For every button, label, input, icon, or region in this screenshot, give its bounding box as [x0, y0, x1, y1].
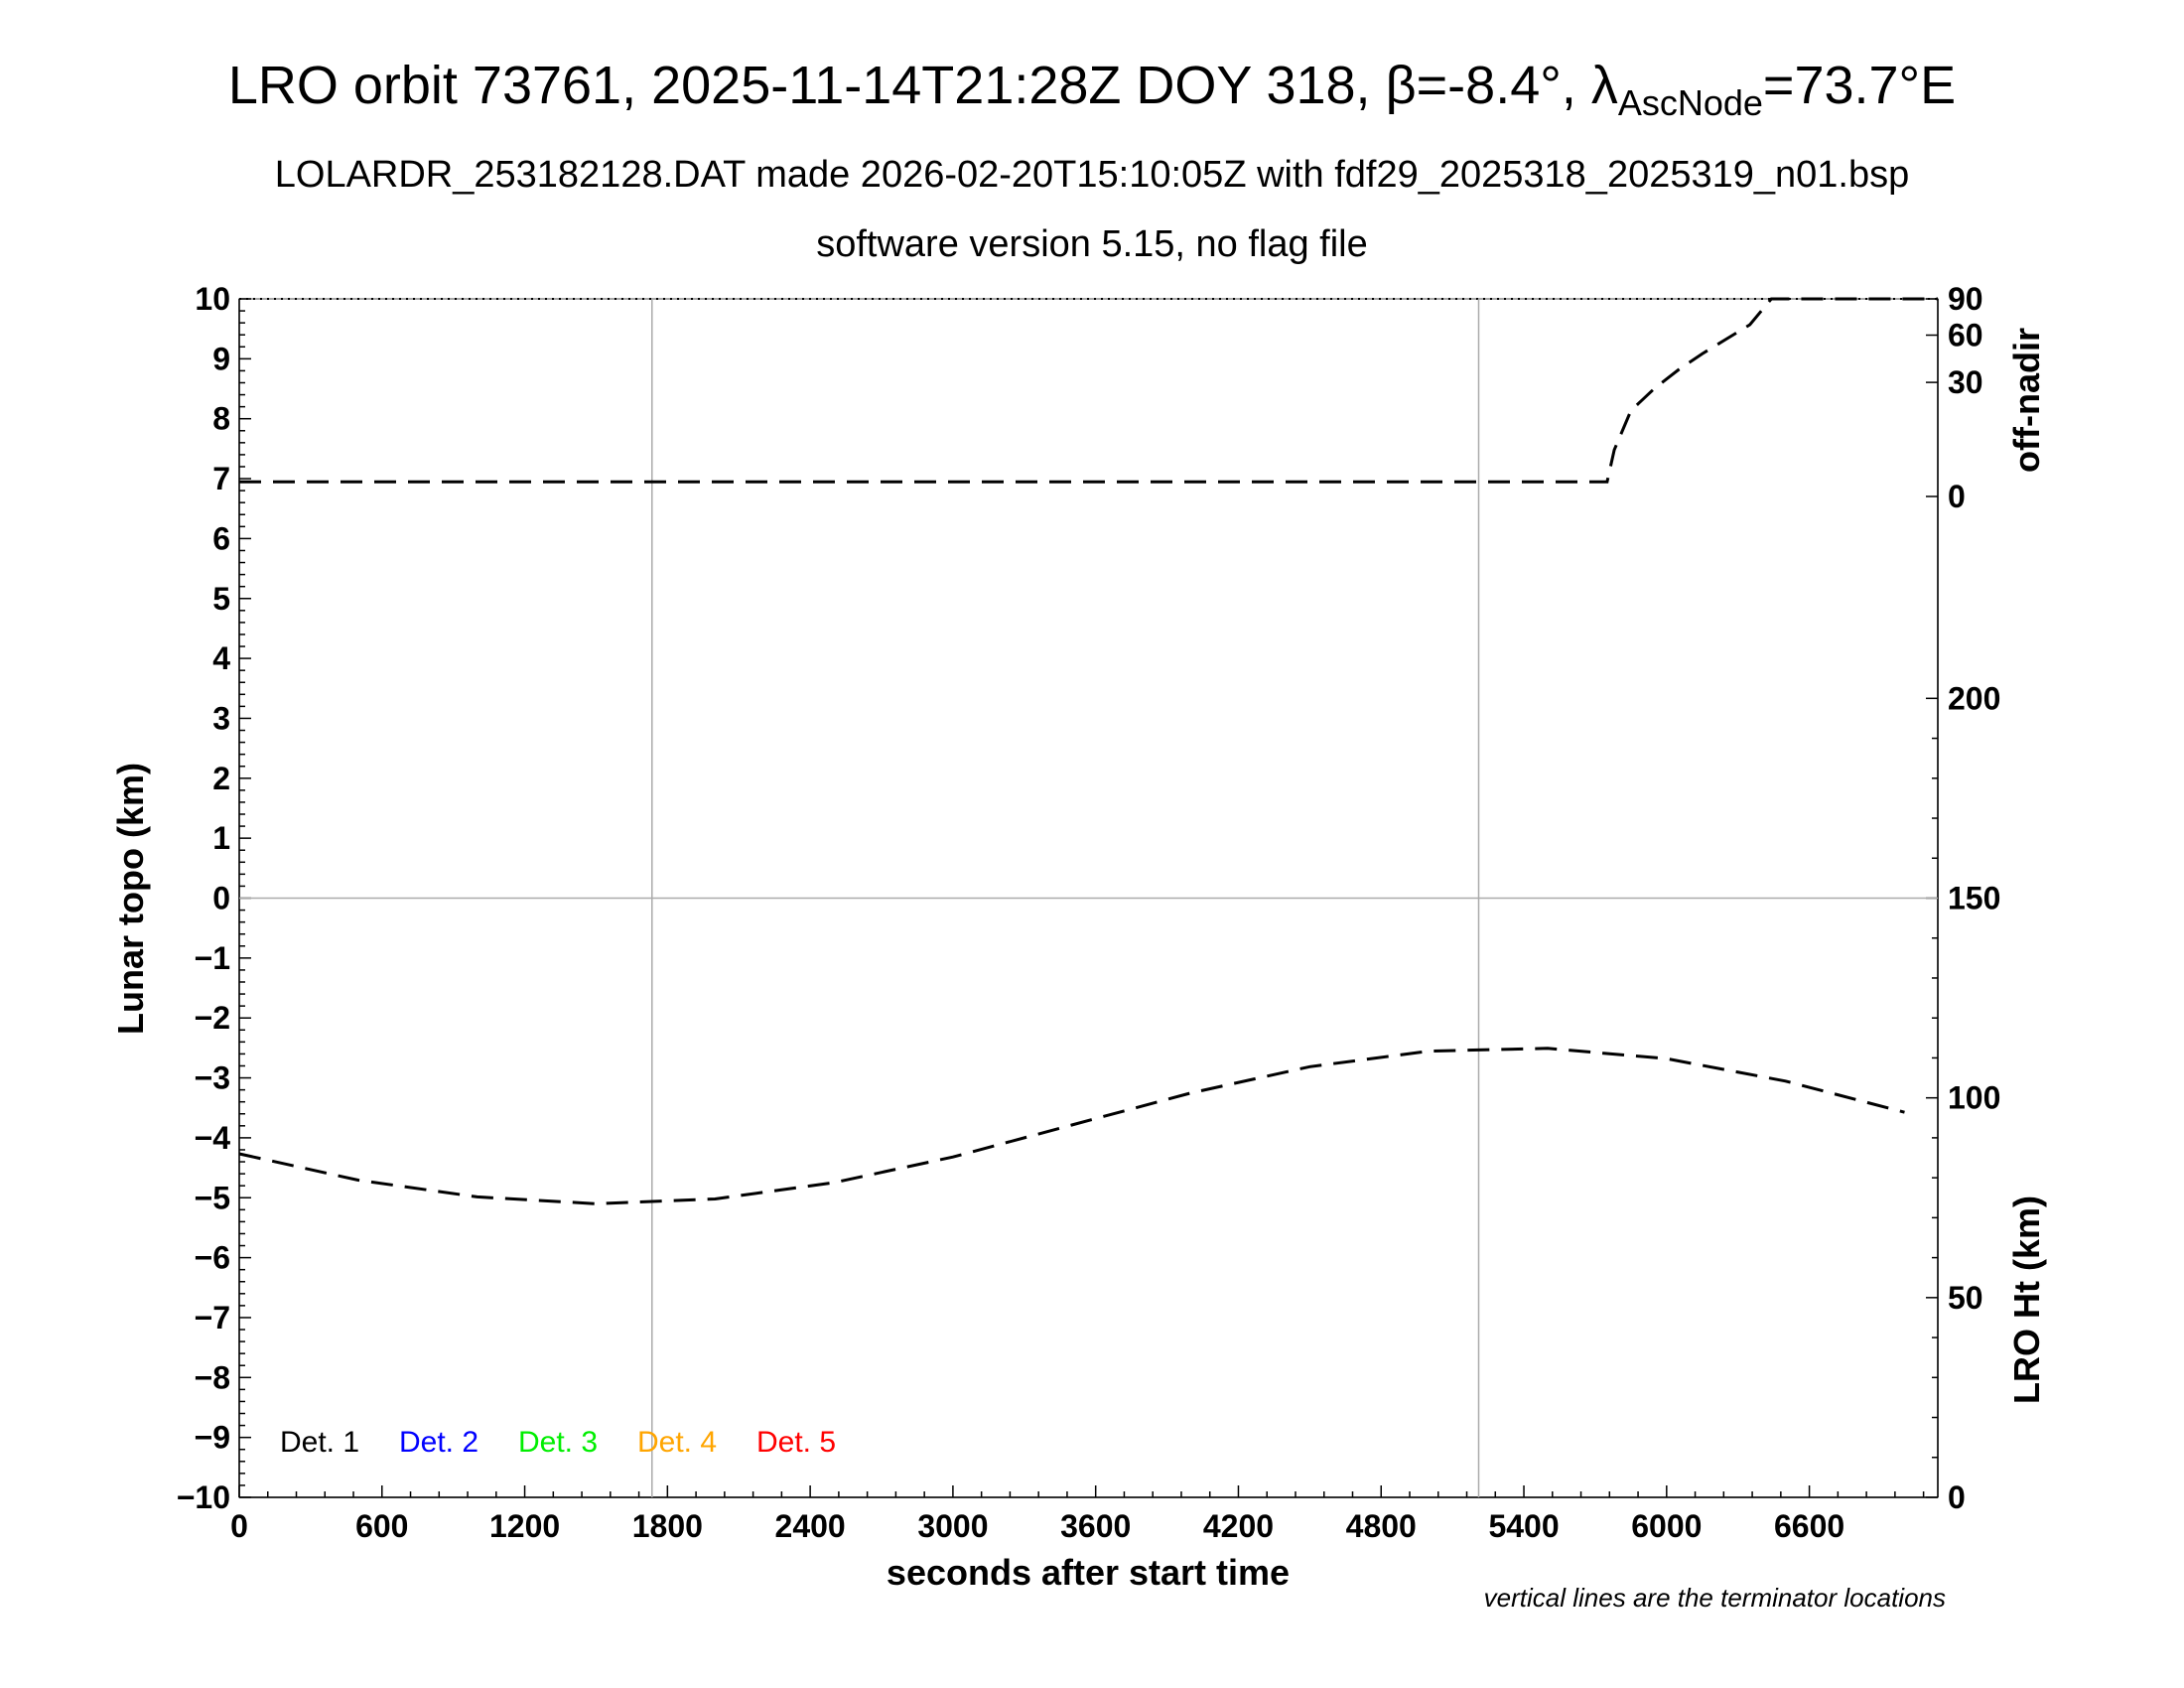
footnote: vertical lines are the terminator locati…: [1484, 1583, 1946, 1613]
legend-entry: Det. 1: [280, 1426, 359, 1459]
legend-entry: Det. 2: [399, 1426, 478, 1459]
off-nadir-tick-label: 60: [1948, 318, 1983, 353]
title-lambda-value: =73.7°E: [1763, 56, 1956, 115]
x-tick-label: 6000: [1631, 1508, 1702, 1544]
minor-ticks: [238, 298, 1938, 1498]
y-left-tick-label: 7: [212, 461, 230, 496]
x-tick-label: 3000: [917, 1508, 988, 1544]
y-left-axis-label: Lunar topo (km): [110, 763, 151, 1035]
title-beta-value: =-8.4°,: [1417, 56, 1591, 115]
y-left-tick-label: −2: [195, 1000, 230, 1036]
series-layer: [238, 297, 1938, 1205]
chart-subtitle: LOLARDR_253182128.DAT made 2026-02-20T15…: [275, 154, 1910, 196]
y-left-tick-label: −8: [195, 1359, 230, 1395]
x-tick-label: 4800: [1346, 1508, 1417, 1544]
x-tick-label: 4200: [1203, 1508, 1274, 1544]
y-left-tick-label: −9: [195, 1420, 230, 1456]
lro-height-tick-label: 200: [1948, 680, 2000, 716]
y-left-tick-label: −4: [195, 1120, 231, 1156]
y-left-tick-label: −10: [177, 1479, 230, 1515]
off-nadir-tick-label: 0: [1948, 479, 1966, 514]
off-nadir-tick-label: 90: [1948, 281, 1983, 317]
x-tick-labels: 0 600 1200 1800 2400 3000 3600 4200 4800 5400 6000…: [230, 1508, 1844, 1544]
y-left-tick-label: 1: [212, 820, 230, 856]
lro-height-tick-label: 50: [1948, 1280, 1983, 1316]
legend: Det. 1 Det. 2 Det. 3 Det. 4 Det. 5: [280, 1426, 836, 1459]
x-tick-label: 0: [230, 1508, 248, 1544]
lro-height-tick-label: 100: [1948, 1080, 2000, 1116]
y-left-tick-label: −3: [195, 1060, 230, 1096]
y-left-tick-label: 9: [212, 341, 230, 376]
y-left-tick-label: 0: [212, 881, 230, 916]
title-lambda-subscript: AscNode: [1618, 82, 1763, 123]
title-lambda-symbol: λ: [1591, 56, 1618, 115]
chart-subtitle-2: software version 5.15, no flag file: [816, 223, 1368, 265]
y-left-tick-label: 6: [212, 520, 230, 556]
y-right-top-axis-label: off-nadir: [2006, 328, 2047, 473]
off-nadir-series-line: [239, 297, 1938, 484]
reference-lines: [239, 299, 1938, 1497]
lro-height-tick-label: 150: [1948, 881, 2000, 916]
x-tick-label: 1800: [632, 1508, 703, 1544]
lro-height-tick-label: 0: [1948, 1479, 1966, 1515]
lro-height-series-line: [238, 1047, 1905, 1205]
legend-entry: Det. 4: [637, 1426, 717, 1459]
x-tick-label: 6600: [1774, 1508, 1844, 1544]
y-left-tick-label: 8: [212, 401, 230, 437]
off-nadir-tick-label: 30: [1948, 364, 1983, 400]
y-left-tick-label: −7: [195, 1300, 230, 1336]
y-left-tick-label: −1: [195, 940, 230, 976]
y-left-tick-label: 4: [212, 640, 230, 676]
legend-entry: Det. 5: [756, 1426, 836, 1459]
x-tick-label: 600: [355, 1508, 408, 1544]
y-left-tick-label: −6: [195, 1240, 230, 1276]
x-tick-label: 3600: [1060, 1508, 1131, 1544]
x-tick-label: 2400: [775, 1508, 846, 1544]
title-prefix: LRO orbit 73761, 2025-11-14T21:28Z DOY 3…: [228, 56, 1386, 115]
x-axis-label: seconds after start time: [887, 1552, 1290, 1593]
x-tick-label: 1200: [489, 1508, 560, 1544]
y-right-bottom-axis-label: LRO Ht (km): [2006, 1196, 2047, 1404]
y-left-tick-label: 5: [212, 581, 230, 617]
y-left-tick-label: −5: [195, 1180, 230, 1215]
legend-entry: Det. 3: [518, 1426, 598, 1459]
y-left-tick-label: 2: [212, 761, 230, 796]
x-tick-label: 5400: [1488, 1508, 1559, 1544]
y-left-tick-label: 3: [212, 700, 230, 736]
chart-title: LRO orbit 73761, 2025-11-14T21:28Z DOY 3…: [228, 56, 1956, 123]
y-left-tick-label: 10: [195, 281, 230, 317]
title-beta-symbol: β: [1386, 56, 1417, 115]
